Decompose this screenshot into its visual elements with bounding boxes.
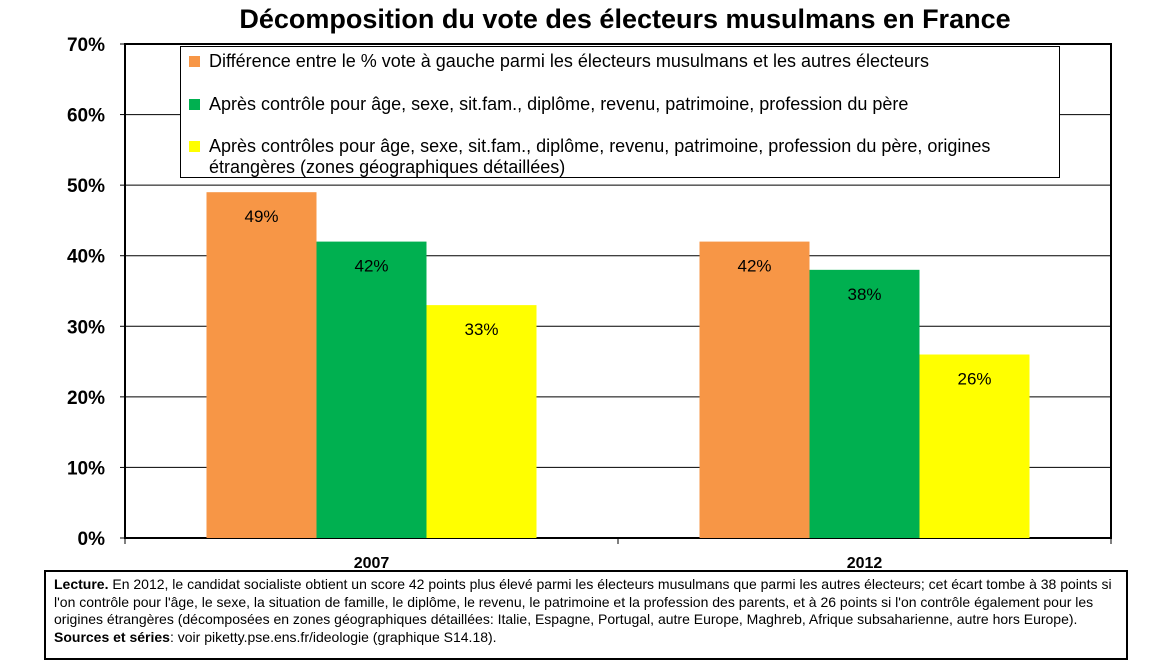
legend-label-3: Après contrôles pour âge, sexe, sit.fam.… — [209, 136, 991, 177]
note-body: En 2012, le candidat socialiste obtient … — [54, 576, 1112, 627]
y-tick-label: 0% — [78, 529, 106, 550]
legend: Différence entre le % vote à gauche parm… — [180, 46, 1060, 178]
legend-item-1: Différence entre le % vote à gauche parm… — [189, 51, 929, 72]
legend-swatch-2 — [189, 99, 200, 110]
data-label: 33% — [464, 320, 498, 339]
data-label: 38% — [847, 285, 881, 304]
y-tick-label: 20% — [67, 388, 105, 409]
bar — [809, 269, 920, 538]
legend-label-2: Après contrôle pour âge, sexe, sit.fam.,… — [209, 94, 909, 114]
note-sources-label: Sources et séries — [54, 628, 170, 645]
data-label: 49% — [244, 207, 278, 226]
legend-swatch-3 — [189, 141, 200, 152]
x-tick-label: 2012 — [847, 555, 883, 572]
data-label: 42% — [737, 257, 771, 276]
data-label: 26% — [957, 370, 991, 389]
x-tick-label: 2007 — [354, 555, 390, 572]
chart-title: Décomposition du vote des électeurs musu… — [239, 4, 1011, 34]
legend-swatch-1 — [189, 56, 200, 67]
bar — [206, 192, 317, 538]
reading-note: Lecture. En 2012, le candidat socialiste… — [44, 570, 1128, 660]
y-tick-label: 30% — [67, 317, 105, 338]
y-tick-label: 70% — [67, 35, 105, 56]
bar — [426, 305, 537, 538]
bar — [699, 241, 810, 538]
y-tick-label: 40% — [67, 247, 105, 268]
note-sources-text: : voir piketty.pse.ens.fr/ideologie (gra… — [169, 628, 497, 645]
bar — [919, 354, 1030, 538]
data-label: 42% — [354, 257, 388, 276]
y-tick-label: 10% — [67, 458, 105, 479]
legend-label-1: Différence entre le % vote à gauche parm… — [209, 51, 930, 71]
legend-item-2: Après contrôle pour âge, sexe, sit.fam.,… — [189, 94, 908, 115]
bar — [316, 241, 427, 538]
y-tick-label: 60% — [67, 106, 105, 127]
y-tick-label: 50% — [67, 176, 105, 197]
note-lead: Lecture. — [54, 576, 109, 592]
legend-item-3: Après contrôles pour âge, sexe, sit.fam.… — [189, 136, 1044, 178]
